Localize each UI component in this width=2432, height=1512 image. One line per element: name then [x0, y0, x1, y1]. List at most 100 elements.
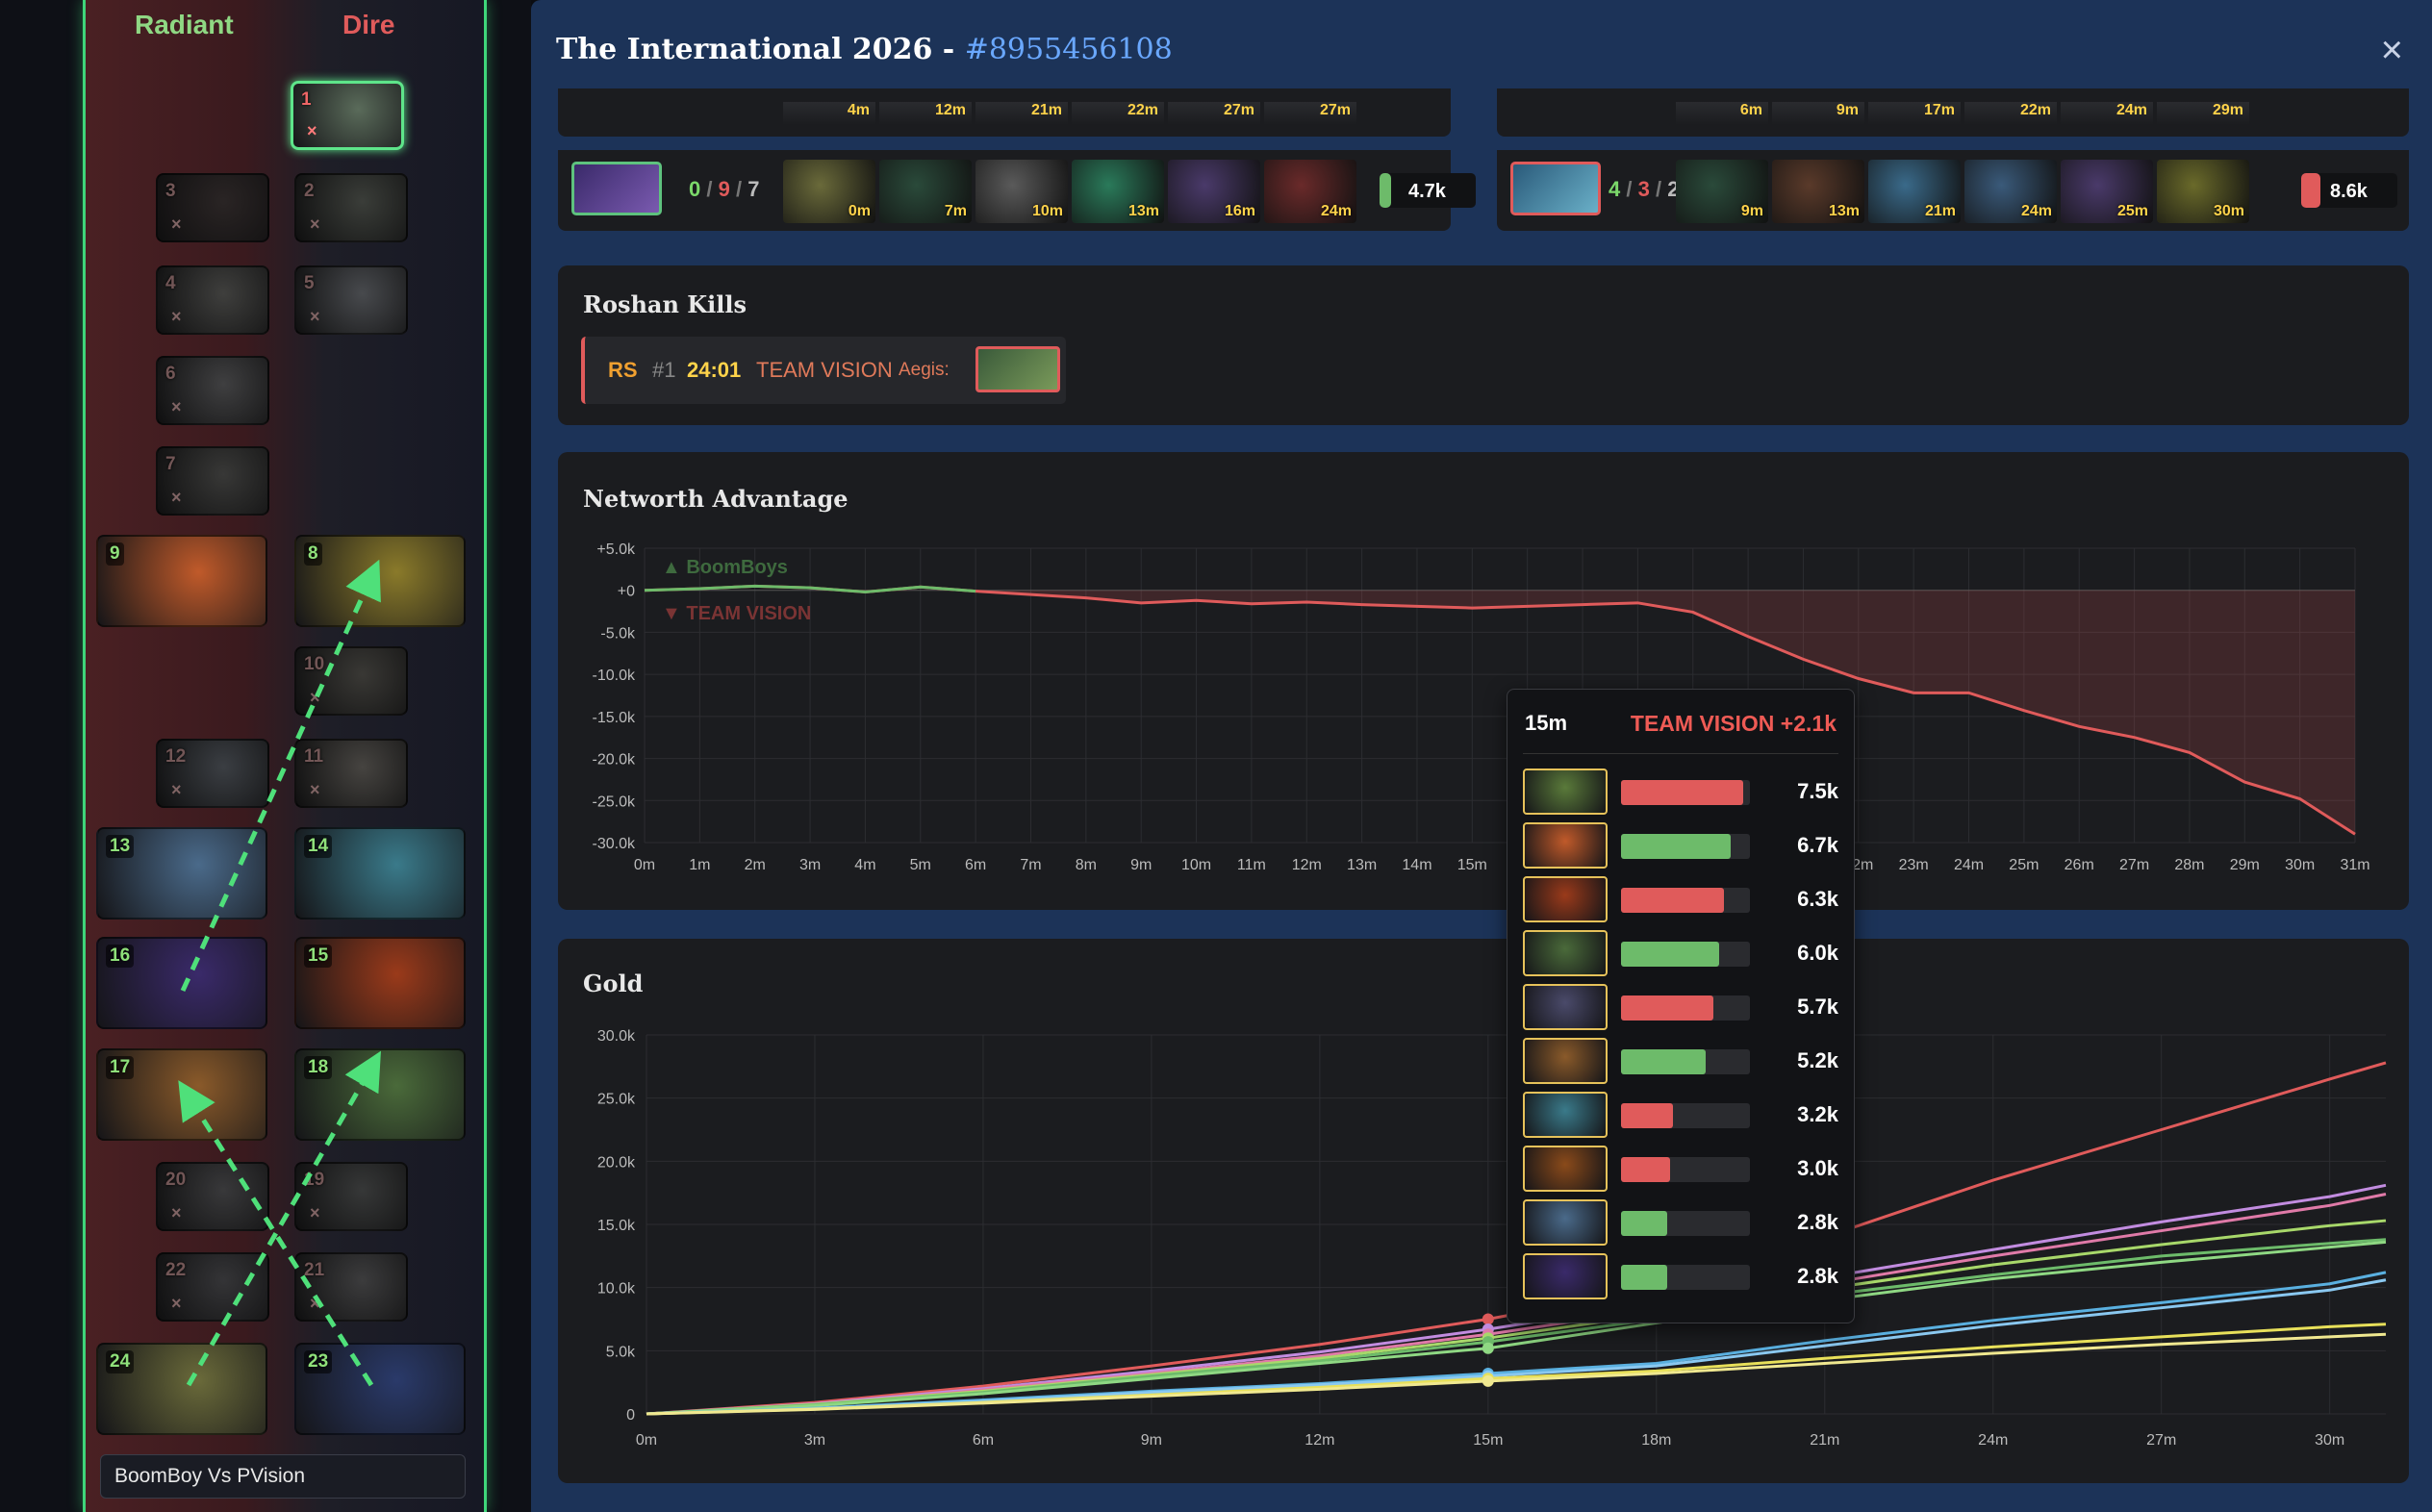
draft-arrow-line	[180, 559, 381, 993]
item-slot[interactable]: 30m	[2157, 160, 2249, 223]
aegis-hero-portrait[interactable]	[975, 346, 1060, 392]
networth-badge: 8.6k	[2301, 173, 2397, 208]
radiant-title: Radiant	[135, 10, 234, 39]
item-slot[interactable]: 24m	[1964, 160, 2057, 223]
item-slot[interactable]: 21m	[1868, 160, 1961, 223]
x-tick-label: 0m	[634, 857, 655, 873]
hero-portrait	[1523, 769, 1608, 815]
roshan-title: Roshan Kills	[583, 290, 747, 318]
item-purchase-time: 30m	[2213, 203, 2244, 219]
item-purchase-time: 13m	[1828, 203, 1860, 219]
draft-slot-2[interactable]: 2 ×	[294, 173, 408, 242]
draft-slot-4[interactable]: 4 ×	[156, 265, 269, 335]
roshan-index: #1	[652, 358, 676, 382]
draft-slot-12[interactable]: 12 ×	[156, 739, 269, 808]
hero-portrait[interactable]	[1510, 162, 1601, 215]
tooltip-row: 6.3k	[1523, 874, 1840, 922]
modal-header: The International 2026 - #8955456108 ×	[531, 0, 2432, 100]
draft-slot-number: 8	[304, 542, 322, 566]
gold-bar-fill	[1621, 995, 1713, 1021]
item-purchase-time: 6m	[1676, 102, 1768, 125]
y-tick-label: -15.0k	[593, 710, 636, 726]
gold-bar-fill	[1621, 1265, 1667, 1290]
x-tick-label: 26m	[2065, 857, 2094, 873]
x-tick-label: 4m	[854, 857, 875, 873]
networth-chart[interactable]: +5.0k +0 -5.0k -10.0k -15.0k -20.0k -25.0k -30.…	[558, 452, 2409, 910]
x-tick-label: 30m	[2315, 1432, 2344, 1449]
roshan-time: 24:01	[687, 358, 742, 382]
item-purchase-time: 12m	[879, 102, 972, 125]
y-tick-label: 5.0k	[606, 1344, 636, 1360]
draft-slot-16[interactable]: 16	[96, 937, 267, 1029]
gold-bar-fill	[1621, 1049, 1706, 1074]
x-tick-label: 9m	[1130, 857, 1152, 873]
hero-portrait	[1523, 876, 1608, 922]
gold-value: 7.5k	[1797, 779, 1838, 803]
gold-bar-fill	[1621, 888, 1724, 913]
hero-portrait	[1523, 822, 1608, 869]
draft-slot-21[interactable]: 21 ×	[294, 1252, 408, 1322]
hero-portrait[interactable]	[571, 162, 662, 215]
y-tick-label: +0	[618, 584, 635, 600]
x-tick-label: 8m	[1076, 857, 1097, 873]
draft-name-input[interactable]	[100, 1454, 466, 1499]
draft-slot-6[interactable]: 6 ×	[156, 356, 269, 425]
hero-portrait	[1523, 930, 1608, 976]
networth-title: Networth Advantage	[583, 485, 849, 513]
draft-slot-22[interactable]: 22 ×	[156, 1252, 269, 1322]
networth-bar	[1380, 173, 1391, 208]
draft-slot-11[interactable]: 11 ×	[294, 739, 408, 808]
item-purchase-time: 9m	[1740, 203, 1763, 219]
x-tick-label: 12m	[1305, 1432, 1334, 1449]
draft-slot-14[interactable]: 14	[294, 827, 466, 920]
item-slot[interactable]: 16m	[1168, 160, 1260, 223]
networth-bar	[2301, 173, 2320, 208]
item-purchase-time: 0m	[848, 203, 871, 219]
item-purchase-time: 24m	[1320, 203, 1352, 219]
draft-slot-24[interactable]: 24	[96, 1343, 267, 1435]
match-id-link[interactable]: #8955456108	[964, 33, 1173, 66]
item-slot[interactable]: 0m	[783, 160, 875, 223]
draft-slot-10[interactable]: 10 ×	[294, 646, 408, 716]
gold-chart[interactable]: 0m 3m 6m 9m 12m 15m 18m 21m 24m 27m 30m 30.0k 25.0k 2…	[558, 939, 2409, 1483]
gold-bar-fill	[1621, 834, 1731, 859]
x-tick-label: 31m	[2340, 857, 2369, 873]
draft-slot-9[interactable]: 9	[96, 535, 267, 627]
radiant-player-row[interactable]: 0 / 9 / 7 0m 7m 10m 13m 16m 24m 4.7k	[558, 150, 1476, 231]
draft-slot-number: 17	[106, 1056, 135, 1079]
item-slot[interactable]: 25m	[2061, 160, 2153, 223]
draft-arrow-line	[186, 1050, 381, 1387]
item-slot[interactable]: 13m	[1772, 160, 1864, 223]
draft-slot-19[interactable]: 19 ×	[294, 1162, 408, 1231]
item-slot[interactable]: 24m	[1264, 160, 1356, 223]
close-button[interactable]: ×	[2380, 29, 2403, 71]
item-purchase-time: 22m	[1072, 102, 1164, 125]
draft-slot-3[interactable]: 3 ×	[156, 173, 269, 242]
gold-title: Gold	[583, 970, 644, 997]
gold-bar-track	[1621, 780, 1750, 805]
draft-slot-13[interactable]: 13	[96, 827, 267, 920]
item-purchase-time: 9m	[1772, 102, 1864, 125]
draft-slot-23[interactable]: 23	[294, 1343, 466, 1435]
gold-bar-fill	[1621, 1157, 1670, 1182]
legend-radiant: ▲ BoomBoys	[662, 557, 788, 578]
x-tick-label: 21m	[1810, 1432, 1839, 1449]
draft-slot-number: 10	[304, 654, 325, 674]
draft-slot-5[interactable]: 5 ×	[294, 265, 408, 335]
ban-x-icon: ×	[310, 214, 320, 234]
x-tick-label: 2m	[745, 857, 766, 873]
item-slot[interactable]: 9m	[1676, 160, 1768, 223]
hero-portrait	[1523, 1092, 1608, 1138]
item-slot[interactable]: 10m	[975, 160, 1068, 223]
item-purchase-time: 13m	[1127, 203, 1159, 219]
draft-slot-7[interactable]: 7 ×	[156, 446, 269, 516]
item-slot[interactable]: 7m	[879, 160, 972, 223]
item-slot[interactable]: 13m	[1072, 160, 1164, 223]
draft-slot-1[interactable]: 1 ×	[291, 81, 404, 150]
gold-bar-track	[1621, 1103, 1750, 1128]
draft-slot-20[interactable]: 20 ×	[156, 1162, 269, 1231]
gold-series-point	[1482, 1342, 1494, 1354]
draft-slot-15[interactable]: 15	[294, 937, 466, 1029]
tooltip-row: 5.2k	[1523, 1036, 1840, 1084]
